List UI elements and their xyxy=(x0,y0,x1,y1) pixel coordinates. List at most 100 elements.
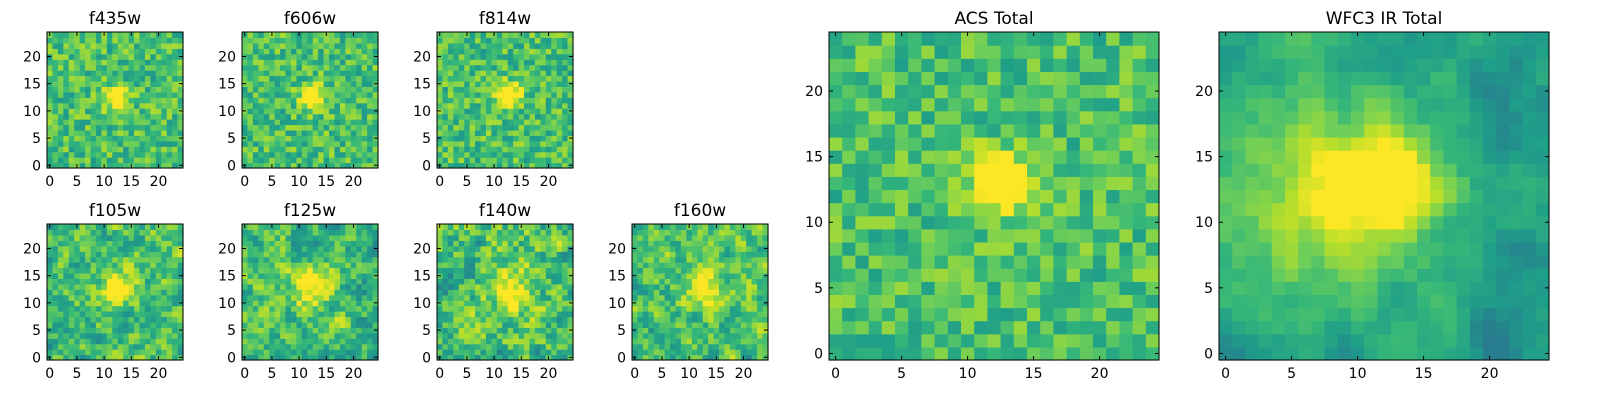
heatmap-cell xyxy=(166,262,173,269)
x-tick-label: 15 xyxy=(317,174,335,190)
heatmap-cell xyxy=(312,321,319,328)
heatmap-cell xyxy=(642,332,649,339)
heatmap-cell xyxy=(285,102,292,109)
heatmap-cell xyxy=(307,234,314,241)
heatmap-cell xyxy=(274,70,281,77)
heatmap-cell xyxy=(437,124,444,131)
heatmap-cell xyxy=(285,338,292,345)
heatmap-cell xyxy=(339,151,346,158)
heatmap-cell xyxy=(312,119,319,126)
y-tick-label: 10 xyxy=(413,296,431,312)
heatmap-cell xyxy=(691,343,698,350)
heatmap-cell xyxy=(312,240,319,247)
heatmap-cell xyxy=(567,343,574,350)
heatmap-cell xyxy=(361,140,368,147)
heatmap-cell xyxy=(642,305,649,312)
heatmap-cell xyxy=(1027,189,1041,204)
y-tick-label: 20 xyxy=(608,241,626,257)
heatmap-cell xyxy=(123,251,130,258)
heatmap-cell xyxy=(680,349,687,356)
heatmap-cell xyxy=(90,80,97,87)
heatmap-cell xyxy=(334,162,341,169)
heatmap-cell xyxy=(263,32,270,39)
heatmap-cell xyxy=(79,327,86,334)
heatmap-cell xyxy=(252,327,259,334)
heatmap-cell xyxy=(458,327,465,334)
heatmap-cell xyxy=(947,202,962,217)
heatmap-cell xyxy=(166,316,173,323)
heatmap-cell xyxy=(507,262,514,269)
heatmap-cell xyxy=(361,151,368,158)
heatmap-cell xyxy=(318,278,325,285)
heatmap-cell xyxy=(502,53,509,60)
heatmap-cell xyxy=(442,108,449,115)
heatmap-cell xyxy=(829,150,843,164)
x-tick-label: 15 xyxy=(122,366,140,382)
heatmap-cell xyxy=(480,124,487,131)
heatmap-cell xyxy=(642,234,649,241)
heatmap-cell xyxy=(475,338,482,345)
heatmap-cell xyxy=(502,97,509,104)
heatmap-cell xyxy=(469,37,476,44)
heatmap-cell xyxy=(318,283,325,290)
heatmap-cell xyxy=(345,300,352,307)
heatmap-cell xyxy=(719,316,726,323)
y-tick-label: 20 xyxy=(218,49,236,65)
heatmap-cell xyxy=(172,278,179,285)
heatmap-cell xyxy=(101,59,108,66)
heatmap-cell xyxy=(855,307,870,322)
heatmap-cell xyxy=(79,64,86,71)
heatmap-cell xyxy=(829,163,843,177)
heatmap-cell xyxy=(112,70,119,77)
heatmap-cell xyxy=(350,245,357,252)
heatmap-cell xyxy=(735,229,742,236)
heatmap-cell xyxy=(708,343,715,350)
heatmap-cell xyxy=(987,307,1002,322)
heatmap-cell xyxy=(323,135,330,142)
heatmap-cell xyxy=(670,251,677,258)
heatmap-cell xyxy=(961,228,975,243)
heatmap-cell xyxy=(1093,294,1107,309)
heatmap-cell xyxy=(881,281,896,295)
heatmap-cell xyxy=(128,327,135,334)
heatmap-cell xyxy=(155,327,162,334)
heatmap-cell xyxy=(664,327,671,334)
heatmap-cell xyxy=(1106,215,1120,230)
heatmap-cell xyxy=(47,157,54,164)
heatmap-cell xyxy=(469,140,476,147)
heatmap-cell xyxy=(895,268,909,282)
heatmap-cell xyxy=(551,86,558,93)
heatmap-cell xyxy=(921,255,936,269)
heatmap-cell xyxy=(329,289,336,296)
heatmap-cell xyxy=(881,346,896,361)
heatmap-cell xyxy=(177,294,184,301)
heatmap-cell xyxy=(551,140,558,147)
heatmap-cell xyxy=(453,327,460,334)
heatmap-cell xyxy=(659,251,666,258)
heatmap-cell xyxy=(339,354,346,361)
heatmap-cell xyxy=(290,108,297,115)
heatmap-cell xyxy=(318,229,325,236)
heatmap-cell xyxy=(242,229,249,236)
heatmap-cell xyxy=(458,119,465,126)
heatmap-cell xyxy=(464,80,471,87)
heatmap-cell xyxy=(52,108,59,115)
heatmap-cell xyxy=(540,140,547,147)
y-tick-label: 5 xyxy=(227,131,236,147)
heatmap-cell xyxy=(263,283,270,290)
heatmap-cell xyxy=(496,91,503,98)
heatmap-cell xyxy=(139,349,146,356)
heatmap-cell xyxy=(161,272,168,279)
heatmap-cell xyxy=(697,343,704,350)
heatmap-cell xyxy=(464,157,471,164)
heatmap-cell xyxy=(540,272,547,279)
heatmap-cell xyxy=(648,278,655,285)
heatmap-cell xyxy=(567,91,574,98)
heatmap-cell xyxy=(57,267,64,274)
heatmap-cell xyxy=(437,305,444,312)
heatmap-cell xyxy=(670,262,677,269)
heatmap-cell xyxy=(1093,215,1107,230)
heatmap-cell xyxy=(724,229,731,236)
heatmap-cell xyxy=(263,75,270,82)
heatmap-cell xyxy=(247,135,254,142)
